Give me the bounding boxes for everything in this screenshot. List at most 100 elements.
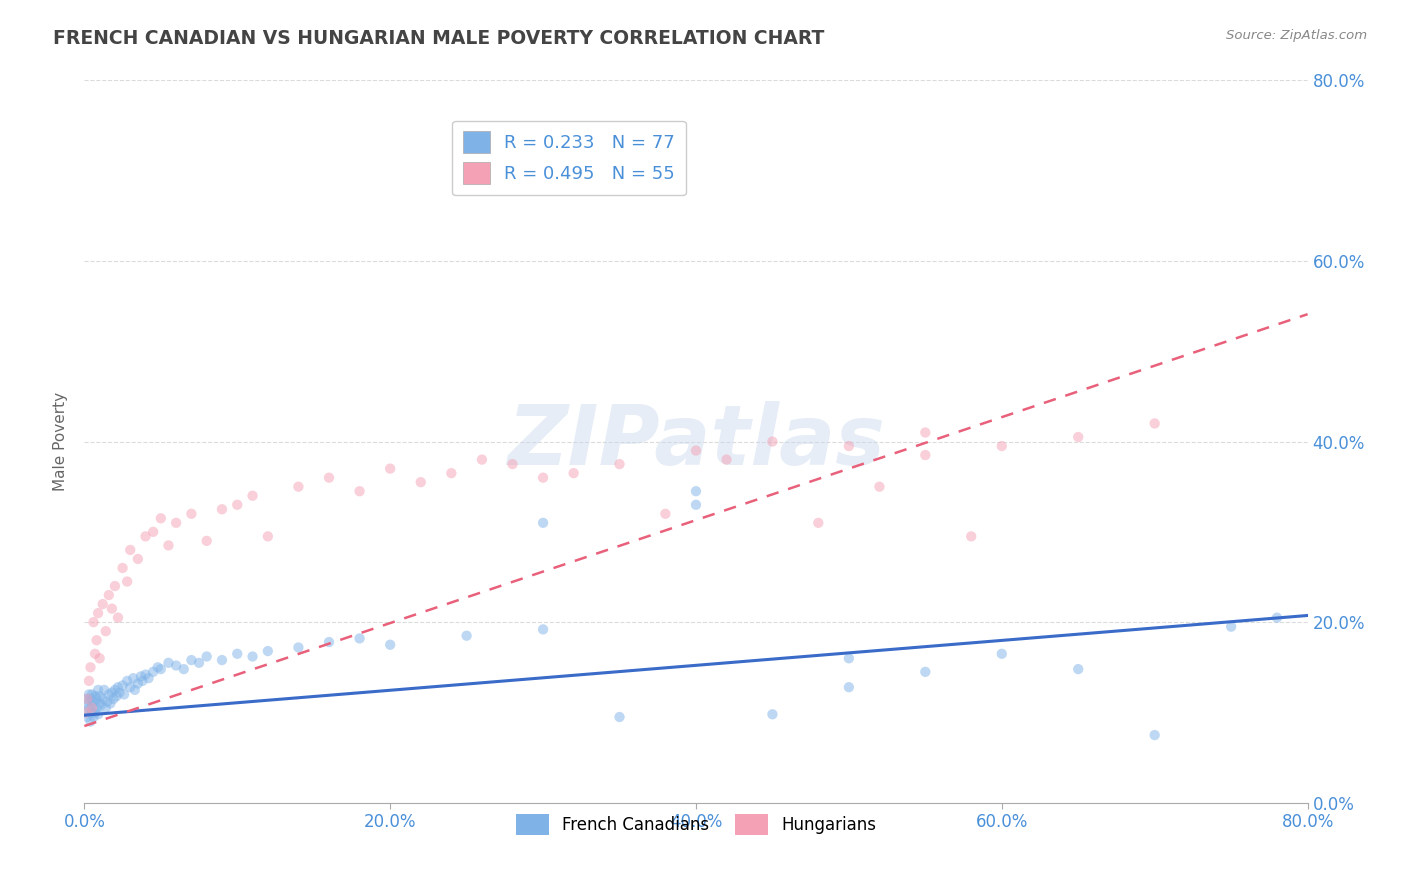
Point	[257, 644, 280, 658]
Point	[654, 507, 676, 521]
Point	[104, 682, 127, 697]
Point	[146, 660, 169, 674]
Point	[685, 484, 707, 499]
Point	[1143, 728, 1166, 742]
Point	[107, 680, 129, 694]
Point	[98, 697, 121, 711]
Point	[89, 697, 111, 711]
Point	[94, 701, 117, 715]
Point	[75, 692, 97, 706]
Point	[869, 480, 891, 494]
Point	[440, 466, 463, 480]
Point	[914, 665, 936, 679]
Point	[287, 640, 309, 655]
Point	[531, 516, 554, 530]
Point	[761, 707, 783, 722]
Point	[101, 601, 124, 615]
Point	[157, 656, 180, 670]
Point	[456, 629, 478, 643]
Point	[77, 673, 100, 688]
Point	[838, 680, 860, 694]
Text: ZIPatlas: ZIPatlas	[508, 401, 884, 482]
Point	[90, 698, 112, 713]
Point	[86, 692, 108, 706]
Point	[97, 588, 120, 602]
Point	[89, 651, 111, 665]
Point	[93, 682, 115, 697]
Point	[991, 439, 1014, 453]
Point	[80, 706, 103, 720]
Point	[77, 687, 100, 701]
Point	[135, 667, 157, 681]
Point	[135, 529, 157, 543]
Point	[80, 687, 103, 701]
Point	[685, 443, 707, 458]
Point	[84, 647, 107, 661]
Point	[101, 685, 124, 699]
Point	[531, 471, 554, 485]
Point	[80, 698, 103, 713]
Point	[129, 669, 152, 683]
Point	[685, 498, 707, 512]
Point	[1143, 417, 1166, 431]
Point	[349, 632, 371, 646]
Point	[409, 475, 432, 490]
Point	[79, 714, 101, 729]
Point	[991, 647, 1014, 661]
Point	[1067, 430, 1090, 444]
Point	[914, 448, 936, 462]
Point	[75, 706, 97, 720]
Point	[87, 682, 110, 697]
Point	[107, 610, 129, 624]
Point	[195, 533, 218, 548]
Point	[79, 692, 101, 706]
Point	[914, 425, 936, 440]
Point	[94, 624, 117, 639]
Point	[318, 635, 340, 649]
Point	[86, 633, 108, 648]
Point	[609, 710, 631, 724]
Point	[242, 649, 264, 664]
Point	[108, 685, 131, 699]
Point	[89, 690, 111, 704]
Point	[287, 480, 309, 494]
Point	[180, 653, 202, 667]
Point	[87, 606, 110, 620]
Point	[80, 701, 103, 715]
Point	[87, 707, 110, 722]
Point	[380, 638, 402, 652]
Point	[609, 457, 631, 471]
Point	[180, 507, 202, 521]
Point	[165, 658, 187, 673]
Point	[75, 706, 97, 720]
Point	[531, 623, 554, 637]
Point	[195, 649, 218, 664]
Point	[76, 692, 98, 706]
Point	[226, 498, 249, 512]
Point	[807, 516, 830, 530]
Point	[120, 542, 142, 557]
Point	[142, 524, 165, 539]
Point	[127, 676, 149, 690]
Point	[211, 653, 233, 667]
Point	[122, 671, 145, 685]
Point	[79, 660, 101, 674]
Point	[838, 439, 860, 453]
Point	[380, 461, 402, 475]
Point	[1265, 610, 1288, 624]
Point	[83, 695, 105, 709]
Point	[242, 489, 264, 503]
Point	[111, 561, 134, 575]
Point	[77, 701, 100, 715]
Point	[211, 502, 233, 516]
Point	[105, 690, 128, 704]
Point	[104, 579, 127, 593]
Point	[111, 678, 134, 692]
Point	[716, 452, 738, 467]
Text: Source: ZipAtlas.com: Source: ZipAtlas.com	[1226, 29, 1367, 42]
Text: FRENCH CANADIAN VS HUNGARIAN MALE POVERTY CORRELATION CHART: FRENCH CANADIAN VS HUNGARIAN MALE POVERT…	[53, 29, 825, 47]
Point	[173, 662, 195, 676]
Point	[960, 529, 983, 543]
Point	[86, 701, 108, 715]
Point	[761, 434, 783, 449]
